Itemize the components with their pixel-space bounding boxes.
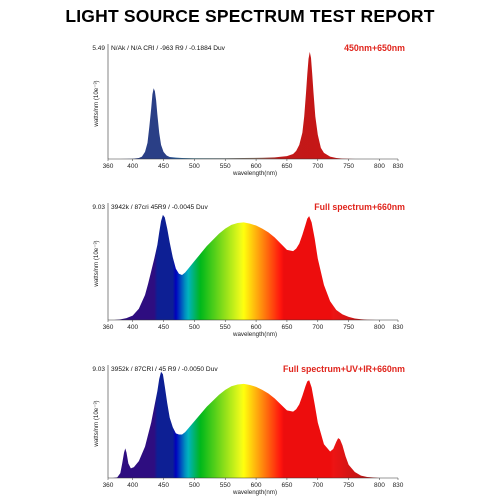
x-tick-label: 550: [220, 163, 231, 170]
x-tick-label: 360: [103, 324, 114, 331]
x-tick-label: 700: [312, 482, 323, 489]
y-max-label: 9.03: [92, 204, 105, 211]
y-axis-label: watts/nm (10e⁻³): [93, 400, 100, 447]
x-tick-label: 700: [312, 163, 323, 170]
x-tick-label: 800: [374, 324, 385, 331]
x-tick-label: 500: [189, 482, 200, 489]
x-tick-label: 400: [127, 163, 138, 170]
x-tick-label: 830: [393, 163, 404, 170]
x-tick-label: 800: [374, 163, 385, 170]
report-title: LIGHT SOURCE SPECTRUM TEST REPORT: [65, 6, 435, 26]
spectrum-chart-full-660: 360 450 550 650 750 830 400 500 600 700 800 9.03 wat…: [92, 202, 405, 338]
spectrum-chart-full-uv-ir-660: 360 450 550 650 750 830 400 500 600 700 800 9.03 wat…: [92, 364, 405, 496]
x-tick-label: 400: [127, 482, 138, 489]
x-tick-label: 650: [282, 324, 293, 331]
x-tick-label: 360: [103, 482, 114, 489]
x-axis-label: wavelength(nm): [232, 489, 277, 496]
x-tick-label: 550: [220, 324, 231, 331]
spectrum-area: [114, 214, 377, 320]
x-tick-label: 500: [189, 163, 200, 170]
x-tick-label: 750: [343, 163, 354, 170]
x-tick-label: 650: [282, 482, 293, 489]
series-label: Full spectrum+660nm: [314, 202, 405, 212]
y-max-label: 5.49: [92, 45, 105, 52]
x-axis-label: wavelength(nm): [232, 331, 277, 338]
x-tick-label: 800: [374, 482, 385, 489]
x-tick-label: 500: [189, 324, 200, 331]
x-tick-label: 700: [312, 324, 323, 331]
series-label: 450nm+650nm: [344, 43, 405, 53]
measurement-text: 3952k / 87CRI / 45 R9 / -0.0050 Duv: [111, 366, 218, 373]
x-tick-label: 600: [251, 324, 262, 331]
x-tick-label: 750: [343, 324, 354, 331]
y-max-label: 9.03: [92, 366, 105, 373]
x-tick-label: 650: [282, 163, 293, 170]
x-tick-label: 830: [393, 482, 404, 489]
y-axis-label: watts/nm (10e⁻³): [93, 80, 100, 127]
x-tick-label: 450: [158, 324, 169, 331]
spectrum-chart-450-650: 360 450 550 650 750 830 400 500 600 700 800 5.49 wat…: [92, 43, 405, 177]
x-tick-label: 450: [158, 482, 169, 489]
x-tick-label: 550: [220, 482, 231, 489]
spectrum-area: [112, 371, 380, 478]
spectrum-area: [120, 51, 355, 160]
x-tick-label: 830: [393, 324, 404, 331]
x-tick-label: 360: [103, 163, 114, 170]
measurement-text: N/Ak / N/A CRI / -963 R9 / -0.1884 Duv: [111, 45, 226, 52]
y-axis-label: watts/nm (10e⁻³): [93, 240, 100, 287]
series-label: Full spectrum+UV+IR+660nm: [283, 364, 405, 374]
x-tick-label: 600: [251, 482, 262, 489]
x-tick-label: 450: [158, 163, 169, 170]
x-tick-label: 400: [127, 324, 138, 331]
x-axis-label: wavelength(nm): [232, 170, 277, 177]
x-tick-label: 600: [251, 163, 262, 170]
measurement-text: 3942k / 87cri 45R9 / -0.0045 Duv: [111, 204, 208, 211]
x-tick-label: 750: [343, 482, 354, 489]
